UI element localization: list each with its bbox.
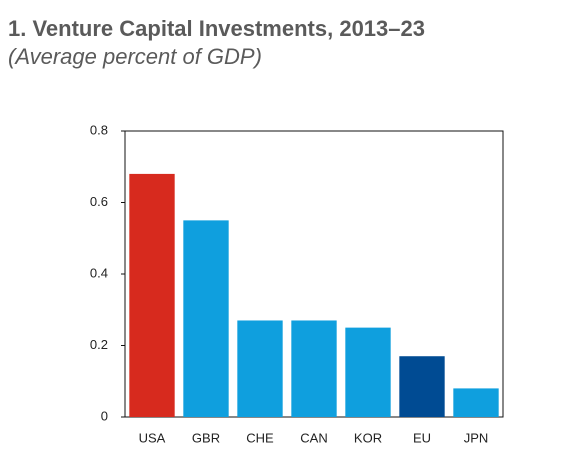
y-tick-label: 0.4 <box>90 265 108 280</box>
x-tick-label: KOR <box>354 430 382 445</box>
y-tick-label: 0.8 <box>90 122 108 137</box>
bar <box>345 327 391 417</box>
bar <box>237 320 283 417</box>
y-tick-label: 0.2 <box>90 337 108 352</box>
y-tick-label: 0 <box>101 408 108 423</box>
chart-subtitle: (Average percent of GDP) <box>8 44 262 69</box>
x-tick-label: EU <box>413 430 431 445</box>
x-tick-label: USA <box>139 430 166 445</box>
bar <box>291 320 337 417</box>
x-tick-label: JPN <box>464 430 489 445</box>
chart-title: 1. Venture Capital Investments, 2013–23 <box>8 16 425 41</box>
bar <box>453 388 499 417</box>
bar <box>183 220 229 417</box>
y-tick-label: 0.6 <box>90 194 108 209</box>
bar <box>129 173 175 417</box>
bar <box>399 356 445 417</box>
x-tick-label: GBR <box>192 430 220 445</box>
x-tick-label: CHE <box>246 430 274 445</box>
x-tick-label: CAN <box>300 430 327 445</box>
